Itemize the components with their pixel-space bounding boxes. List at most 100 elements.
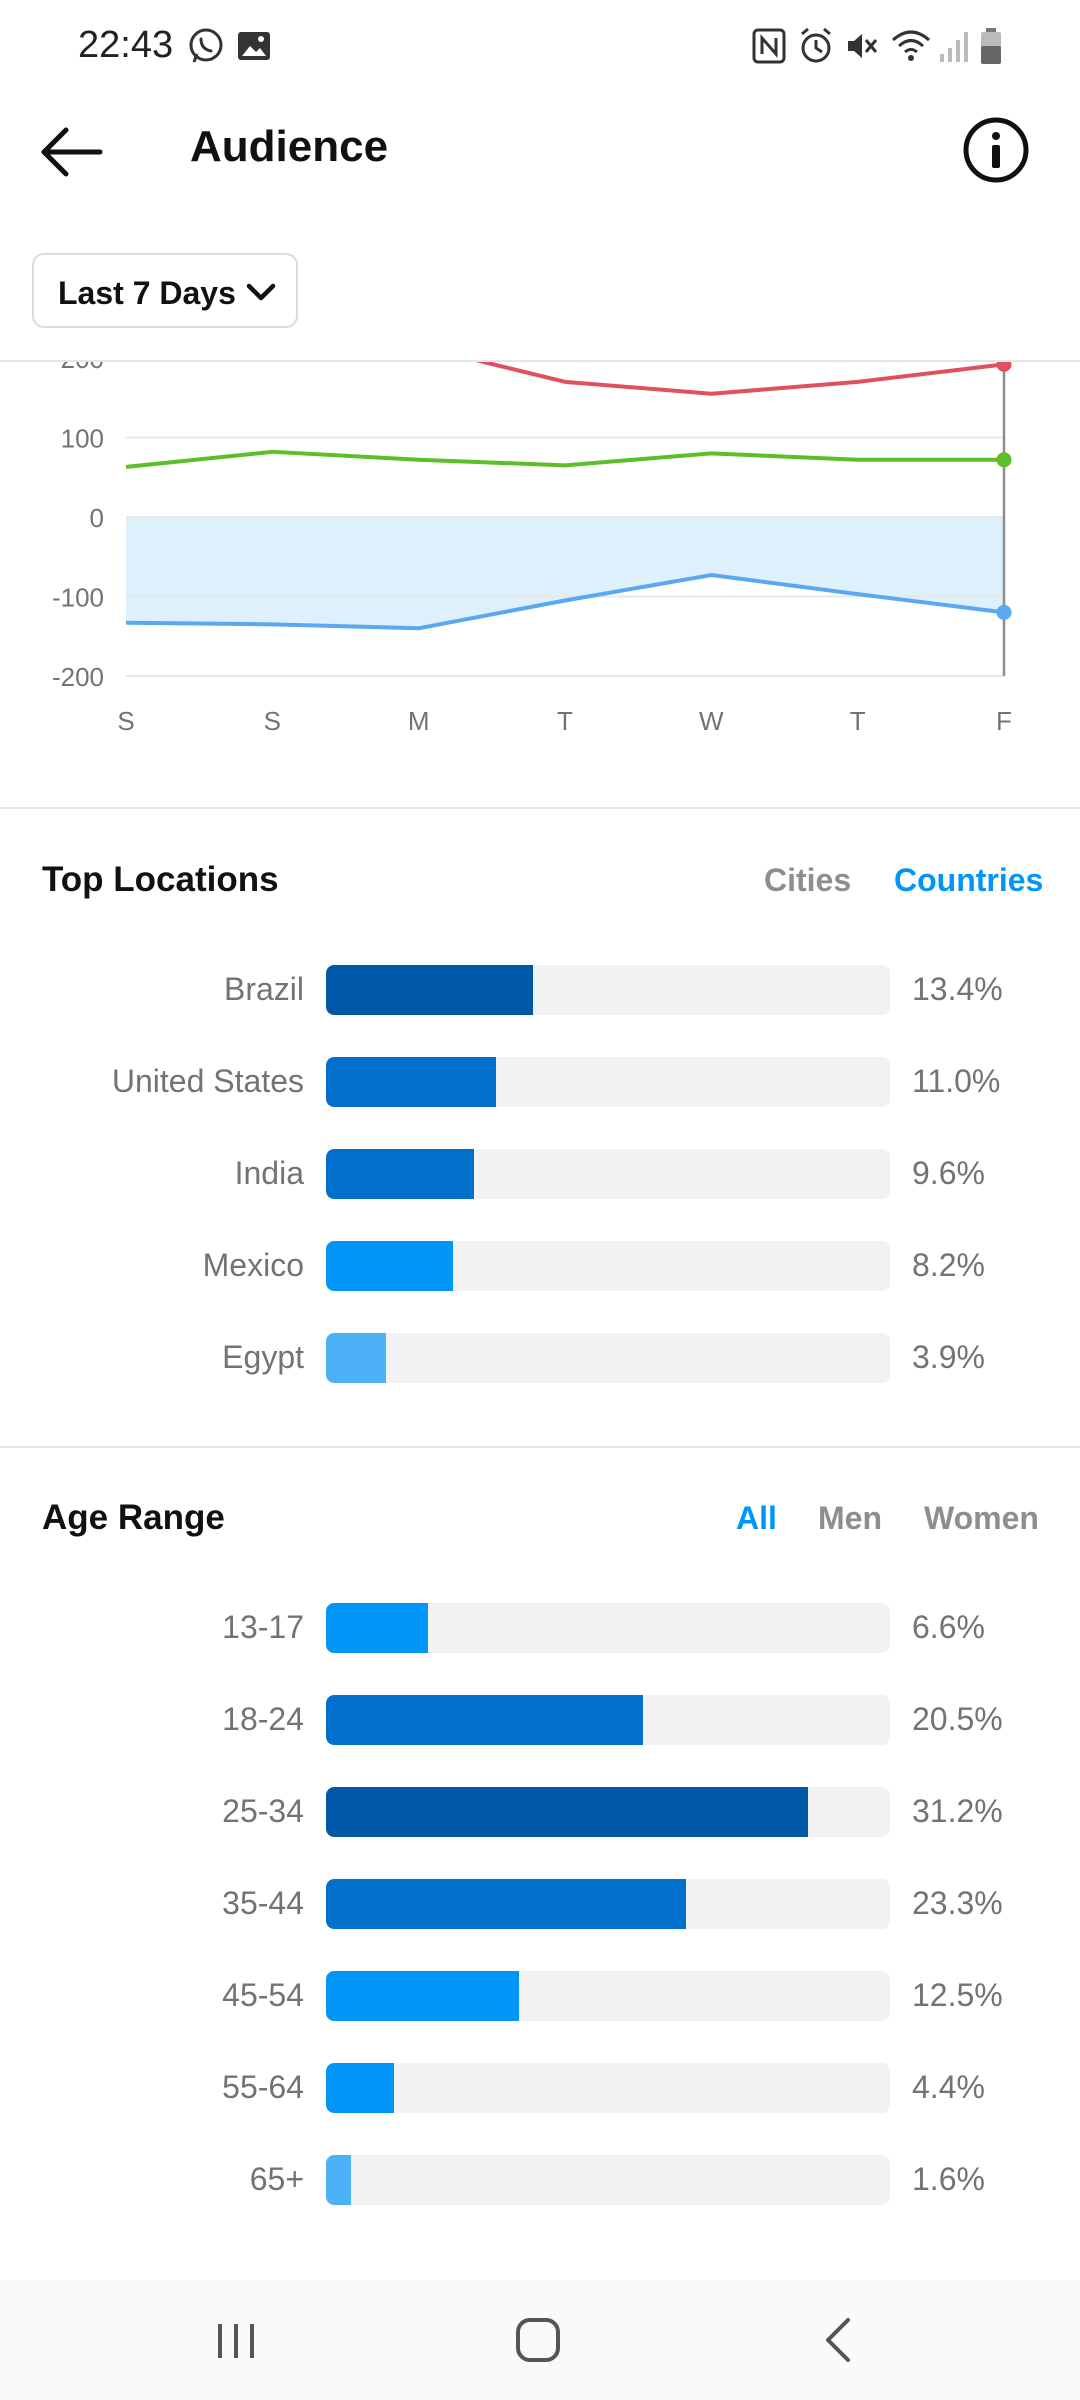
bar-value: 6.6% [912, 1609, 985, 1645]
bar-value: 12.5% [912, 1977, 1003, 2013]
bar-fill [326, 1333, 387, 1383]
x-tick-label: M [408, 706, 430, 736]
bar-track [326, 1603, 890, 1653]
bar-row: Mexico 8.2% [0, 1241, 1080, 1293]
bar-label: 18-24 [222, 1701, 304, 1737]
bar-track [326, 1241, 890, 1291]
bar-fill [326, 1971, 520, 2021]
bar-label: 13-17 [222, 1609, 304, 1645]
bar-value: 1.6% [912, 2161, 985, 2197]
signal-icon [940, 32, 968, 62]
y-tick-label: -100 [52, 583, 104, 613]
toggle-women[interactable]: Women [924, 1500, 1039, 1536]
x-tick-label: W [699, 706, 724, 736]
bar-track [326, 1695, 890, 1745]
series-end-point [996, 604, 1012, 620]
bar-track [326, 1149, 890, 1199]
x-tick-label: F [996, 706, 1012, 736]
chevron-down-icon [246, 283, 276, 301]
series-area [126, 517, 1004, 629]
bar-row: Brazil 13.4% [0, 965, 1080, 1017]
back-icon[interactable] [800, 2304, 880, 2376]
bar-label: Egypt [222, 1339, 304, 1375]
bar-row: India 9.6% [0, 1149, 1080, 1201]
series-end-point [996, 452, 1012, 468]
info-icon[interactable] [960, 114, 1032, 186]
bar-fill [326, 1787, 809, 1837]
section-title: Top Locations [42, 860, 279, 899]
bar-value: 4.4% [912, 2069, 985, 2105]
mute-icon [848, 34, 878, 58]
page-title: Audience [190, 122, 389, 171]
header: Audience [0, 96, 1080, 206]
gallery-icon [238, 32, 270, 60]
bar-fill [326, 965, 534, 1015]
battery-icon [981, 28, 1001, 64]
y-tick-label: -200 [52, 662, 104, 692]
y-tick-label: 100 [61, 424, 104, 454]
x-tick-label: T [557, 706, 573, 736]
bar-label: 35-44 [222, 1885, 304, 1921]
bar-fill [326, 1149, 475, 1199]
wifi-icon [892, 30, 930, 61]
bar-fill [326, 1695, 643, 1745]
toggle-men[interactable]: Men [818, 1500, 882, 1536]
bar-track [326, 1333, 890, 1383]
x-tick-label: S [264, 706, 281, 736]
nfc-icon [752, 28, 786, 64]
bar-label: 65+ [249, 2161, 304, 2197]
bar-value: 23.3% [912, 1885, 1003, 1921]
bar-value: 9.6% [912, 1155, 985, 1191]
toggle-countries[interactable]: Countries [894, 862, 1044, 898]
x-tick-label: T [850, 706, 866, 736]
bar-value: 11.0% [912, 1063, 1001, 1099]
x-tick-label: S [117, 706, 134, 736]
bar-fill [326, 2063, 394, 2113]
line-chart: 200 100 0 -100 -200 S S M T W T F [52, 362, 1012, 736]
divider [0, 360, 1080, 362]
home-icon[interactable] [498, 2304, 578, 2376]
bar-fill [326, 1057, 496, 1107]
followers-chart: 200 100 0 -100 -200 S S M T W T F [0, 362, 1080, 757]
system-nav-bar [0, 2280, 1080, 2400]
date-range-label: Last 7 Days [58, 275, 236, 311]
bar-fill [326, 2155, 351, 2205]
y-tick-label: 0 [90, 503, 104, 533]
toggle-cities[interactable]: Cities [764, 862, 852, 898]
bar-track [326, 2155, 890, 2205]
bar-label: 55-64 [222, 2069, 304, 2105]
bar-row: 18-24 20.5% [0, 1695, 1080, 1747]
bar-label: Brazil [223, 971, 304, 1007]
bar-track [326, 1879, 890, 1929]
bar-row: 45-54 12.5% [0, 1971, 1080, 2023]
bar-track [326, 1057, 890, 1107]
whatsapp-icon [189, 28, 223, 63]
recent-apps-icon[interactable] [196, 2304, 276, 2376]
bar-row: 55-64 4.4% [0, 2063, 1080, 2115]
y-tick-label: 200 [61, 362, 104, 374]
bar-value: 31.2% [912, 1793, 1003, 1829]
series-line [475, 362, 1005, 396]
bar-fill [326, 1603, 428, 1653]
date-range-dropdown[interactable]: Last 7 Days [32, 253, 298, 328]
bar-label: 25-34 [222, 1793, 304, 1829]
toggle-all[interactable]: All [736, 1500, 777, 1536]
arrow-left-icon[interactable] [36, 116, 108, 188]
bar-row: United States 11.0% [0, 1057, 1080, 1109]
bar-track [326, 1787, 890, 1837]
bar-row: 25-34 31.2% [0, 1787, 1080, 1839]
bar-value: 3.9% [912, 1339, 985, 1375]
bar-row: 35-44 23.3% [0, 1879, 1080, 1931]
section-title: Age Range [42, 1498, 225, 1537]
series-line [125, 449, 1004, 469]
bar-label: India [234, 1155, 304, 1191]
bar-label: Mexico [202, 1247, 304, 1283]
bar-track [326, 965, 890, 1015]
status-time: 22:43 [78, 24, 174, 66]
bar-label: 45-54 [222, 1977, 304, 2013]
status-bar: 22:43 [0, 0, 1080, 96]
bar-track [326, 2063, 890, 2113]
bar-fill [326, 1241, 453, 1291]
bar-value: 8.2% [912, 1247, 985, 1283]
bar-row: Egypt 3.9% [0, 1333, 1080, 1385]
